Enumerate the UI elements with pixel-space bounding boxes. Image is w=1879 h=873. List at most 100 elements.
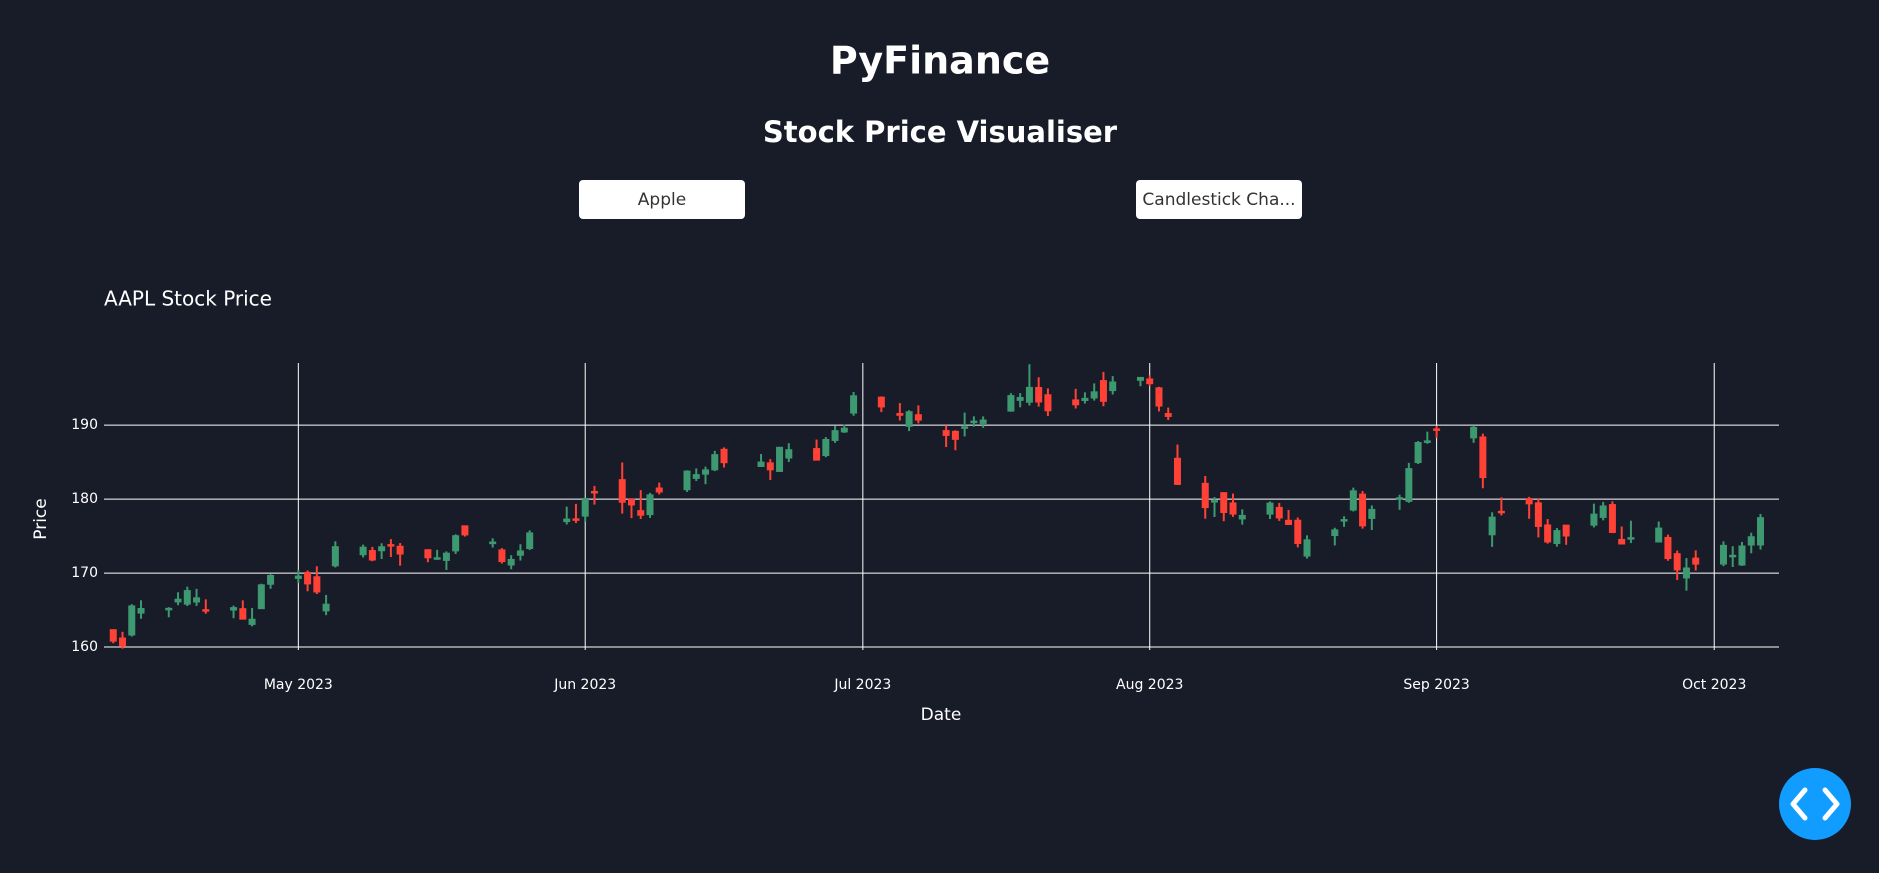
candle-body: [1229, 502, 1237, 515]
candle-body: [683, 470, 691, 491]
x-tick-label: Aug 2023: [1116, 677, 1183, 693]
candle-body: [1173, 457, 1181, 485]
candle-body: [720, 448, 728, 464]
candle-body: [637, 510, 645, 516]
candle-body: [313, 576, 321, 593]
candle-body: [433, 557, 441, 560]
candle-body: [646, 494, 654, 516]
candle-body: [563, 518, 571, 523]
candle-body: [507, 558, 515, 566]
candle-body: [692, 474, 700, 479]
candle-body: [1164, 413, 1172, 417]
candle-body: [1016, 397, 1024, 401]
y-tick-label: 170: [71, 565, 98, 581]
code-icon[interactable]: [1790, 787, 1840, 821]
candle-body: [1294, 519, 1302, 544]
app-title: PyFinance: [830, 39, 1050, 83]
candle-body: [618, 479, 626, 503]
candle-body: [1553, 530, 1561, 544]
candle-body: [1433, 428, 1441, 431]
chart-title: AAPL Stock Price: [104, 287, 272, 311]
candle-body: [1331, 529, 1339, 537]
x-tick-label: Oct 2023: [1682, 677, 1746, 693]
candle-body: [239, 608, 247, 620]
y-tick-label: 160: [71, 639, 98, 655]
candle-body: [1368, 508, 1376, 519]
candle-body: [174, 598, 182, 603]
candle-body: [1303, 539, 1311, 557]
stock-dropdown[interactable]: Apple: [579, 180, 745, 219]
candle-body: [822, 438, 830, 457]
candle-body: [1007, 395, 1015, 412]
candle-body: [1497, 510, 1505, 514]
plot-area: 160 170 180 190 May 2023 Jun 2023 Jul 2023 Aug …: [71, 363, 1779, 693]
candle-body: [840, 427, 848, 433]
x-axis-label: Date: [921, 705, 962, 725]
candle-body: [1525, 498, 1533, 505]
code-button-circle[interactable]: [1779, 768, 1851, 840]
candle-body: [183, 590, 191, 605]
candle-body: [1655, 527, 1663, 543]
candle-body: [1201, 482, 1209, 509]
x-tick-label: Jun 2023: [553, 677, 616, 693]
candle-body: [831, 430, 839, 441]
candle-body: [137, 608, 145, 614]
candle-body: [193, 597, 201, 603]
candle-body: [1544, 524, 1552, 543]
candle-body: [581, 497, 589, 517]
candle-body: [387, 544, 395, 547]
candle-body: [165, 607, 173, 611]
candle-body: [202, 609, 210, 612]
candle-body: [368, 550, 376, 561]
candle-body: [896, 413, 904, 416]
candle-body: [979, 419, 987, 424]
candle-body: [461, 525, 469, 536]
candle-body: [1136, 376, 1144, 381]
candle-body: [1608, 504, 1616, 533]
candle-body: [590, 490, 598, 494]
candle-body: [1488, 516, 1496, 536]
dropdown-box[interactable]: [1136, 180, 1302, 219]
candle-body: [452, 535, 460, 552]
candle-body: [1599, 505, 1607, 518]
candle-body: [128, 605, 136, 636]
candle-body: [1738, 545, 1746, 566]
dropdown-box[interactable]: [579, 180, 745, 219]
candle-body: [1756, 517, 1764, 546]
candle-body: [424, 549, 432, 559]
candle-body: [1664, 536, 1672, 560]
candle-body: [1146, 378, 1154, 385]
candle-body: [257, 584, 265, 610]
candle-body: [942, 430, 950, 436]
candle-body: [267, 574, 275, 585]
candle-body: [396, 545, 404, 555]
candle-body: [1729, 554, 1737, 558]
code-button[interactable]: [1779, 768, 1851, 840]
candle-body: [1109, 381, 1117, 392]
dropdown-value[interactable]: Candlestick Cha...: [1142, 190, 1295, 210]
candle-body: [1627, 537, 1635, 540]
candle-body: [304, 571, 312, 585]
candle-body: [331, 546, 339, 567]
candle-body: [1590, 513, 1598, 526]
candle-body: [850, 395, 858, 414]
candle-body: [1359, 493, 1367, 527]
candle-body: [1285, 519, 1293, 525]
chart-type-dropdown[interactable]: Candlestick Cha...: [1136, 180, 1302, 219]
candle-body: [1090, 391, 1098, 399]
x-tick-label: Jul 2023: [833, 677, 891, 693]
candle-body: [1099, 380, 1107, 402]
candle-body: [757, 461, 765, 467]
candle-body: [359, 546, 367, 556]
candle-body: [1349, 490, 1357, 511]
candle-body: [1155, 387, 1163, 407]
dropdown-value[interactable]: Apple: [638, 190, 686, 210]
candle-body: [1035, 386, 1043, 403]
candle-body: [378, 546, 386, 552]
candle-body: [526, 532, 534, 550]
candle-body: [230, 607, 238, 611]
candle-body: [1405, 468, 1413, 502]
candle-body: [572, 518, 580, 521]
